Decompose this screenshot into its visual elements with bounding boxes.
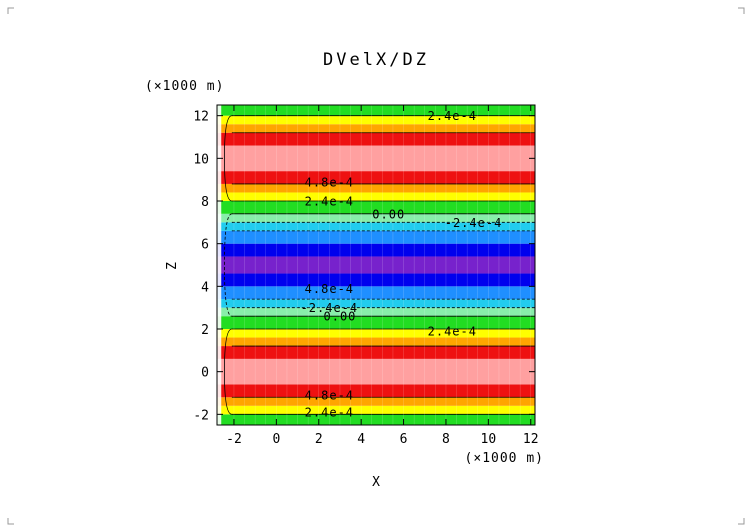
color-band [217, 115, 535, 125]
color-band [217, 346, 535, 359]
y-tick-label: 2 [201, 323, 209, 338]
corner-marks [7, 7, 745, 525]
color-band [217, 299, 535, 308]
contour-label: -2.4e-4 [445, 216, 503, 230]
color-band [217, 358, 535, 385]
contour-label: 2.4e-4 [428, 109, 477, 123]
x-tick-label: 2 [315, 432, 323, 447]
contour-edge-curve [224, 115, 232, 202]
y-tick-label: 8 [201, 195, 209, 210]
color-band [217, 105, 535, 116]
y-unit-label: (×1000 m) [145, 79, 224, 94]
x-unit-label: (×1000 m) [465, 451, 544, 466]
color-band [217, 171, 535, 184]
contour-edge-curve [224, 213, 232, 317]
y-axis-label: Z [165, 262, 180, 270]
y-tick-label: 10 [193, 152, 209, 167]
plot-frame [216, 104, 536, 426]
color-band [217, 145, 535, 172]
x-tick-label: 10 [481, 432, 497, 447]
x-tick-label: 12 [523, 432, 539, 447]
color-band [217, 397, 535, 406]
color-band [217, 183, 535, 193]
y-axis: -2 0 2 4 6 8 10 12 [193, 110, 535, 423]
x-tick-label: 6 [400, 432, 408, 447]
contour-label: 0.00 [372, 207, 405, 221]
contour-label: -2.4e-4 [301, 301, 359, 315]
color-band [217, 273, 535, 287]
color-band [217, 192, 535, 201]
contour-label: 4.8e-4 [305, 282, 354, 296]
color-band [217, 222, 535, 231]
y-tick-label: 4 [201, 280, 209, 295]
y-tick-label: -2 [193, 408, 209, 423]
color-band [217, 230, 535, 244]
y-tick-label: 12 [193, 110, 209, 125]
contour-plot: 2.4e-44.8e-42.4e-40.00-2.4e-44.8e-4-2.4e… [216, 104, 536, 426]
contour-label: 2.4e-4 [428, 325, 477, 339]
boundary-strip [217, 105, 222, 425]
x-tick-label: 0 [272, 432, 280, 447]
color-band [217, 243, 535, 257]
color-band [217, 329, 535, 338]
x-axis: -2 0 2 4 6 8 10 12 [226, 105, 539, 447]
color-band [217, 405, 535, 415]
x-axis-label: X [372, 475, 380, 490]
contour-edge-curve [224, 328, 232, 415]
y-tick-label: 0 [201, 366, 209, 381]
color-band [217, 316, 535, 329]
chart-title: DVelX/DZ [323, 50, 429, 70]
contour-label: 4.8e-4 [305, 389, 354, 403]
x-tick-label: -2 [226, 432, 242, 447]
x-tick-label: 8 [442, 432, 450, 447]
contour-label: 2.4e-4 [305, 406, 354, 420]
contour-label: 4.8e-4 [305, 175, 354, 189]
color-band [217, 414, 535, 425]
color-band [217, 201, 535, 214]
color-band [217, 286, 535, 300]
color-band [217, 384, 535, 398]
contour-layers: 2.4e-44.8e-42.4e-40.00-2.4e-44.8e-4-2.4e… [217, 105, 535, 425]
color-band [217, 132, 535, 146]
color-band [217, 307, 535, 317]
color-band [217, 213, 535, 223]
x-tick-label: 4 [357, 432, 365, 447]
color-band [217, 124, 535, 133]
y-tick-label: 6 [201, 238, 209, 253]
contour-label: 0.00 [324, 310, 357, 324]
color-band [217, 256, 535, 274]
color-band [217, 337, 535, 347]
contour-label: 2.4e-4 [305, 195, 354, 209]
